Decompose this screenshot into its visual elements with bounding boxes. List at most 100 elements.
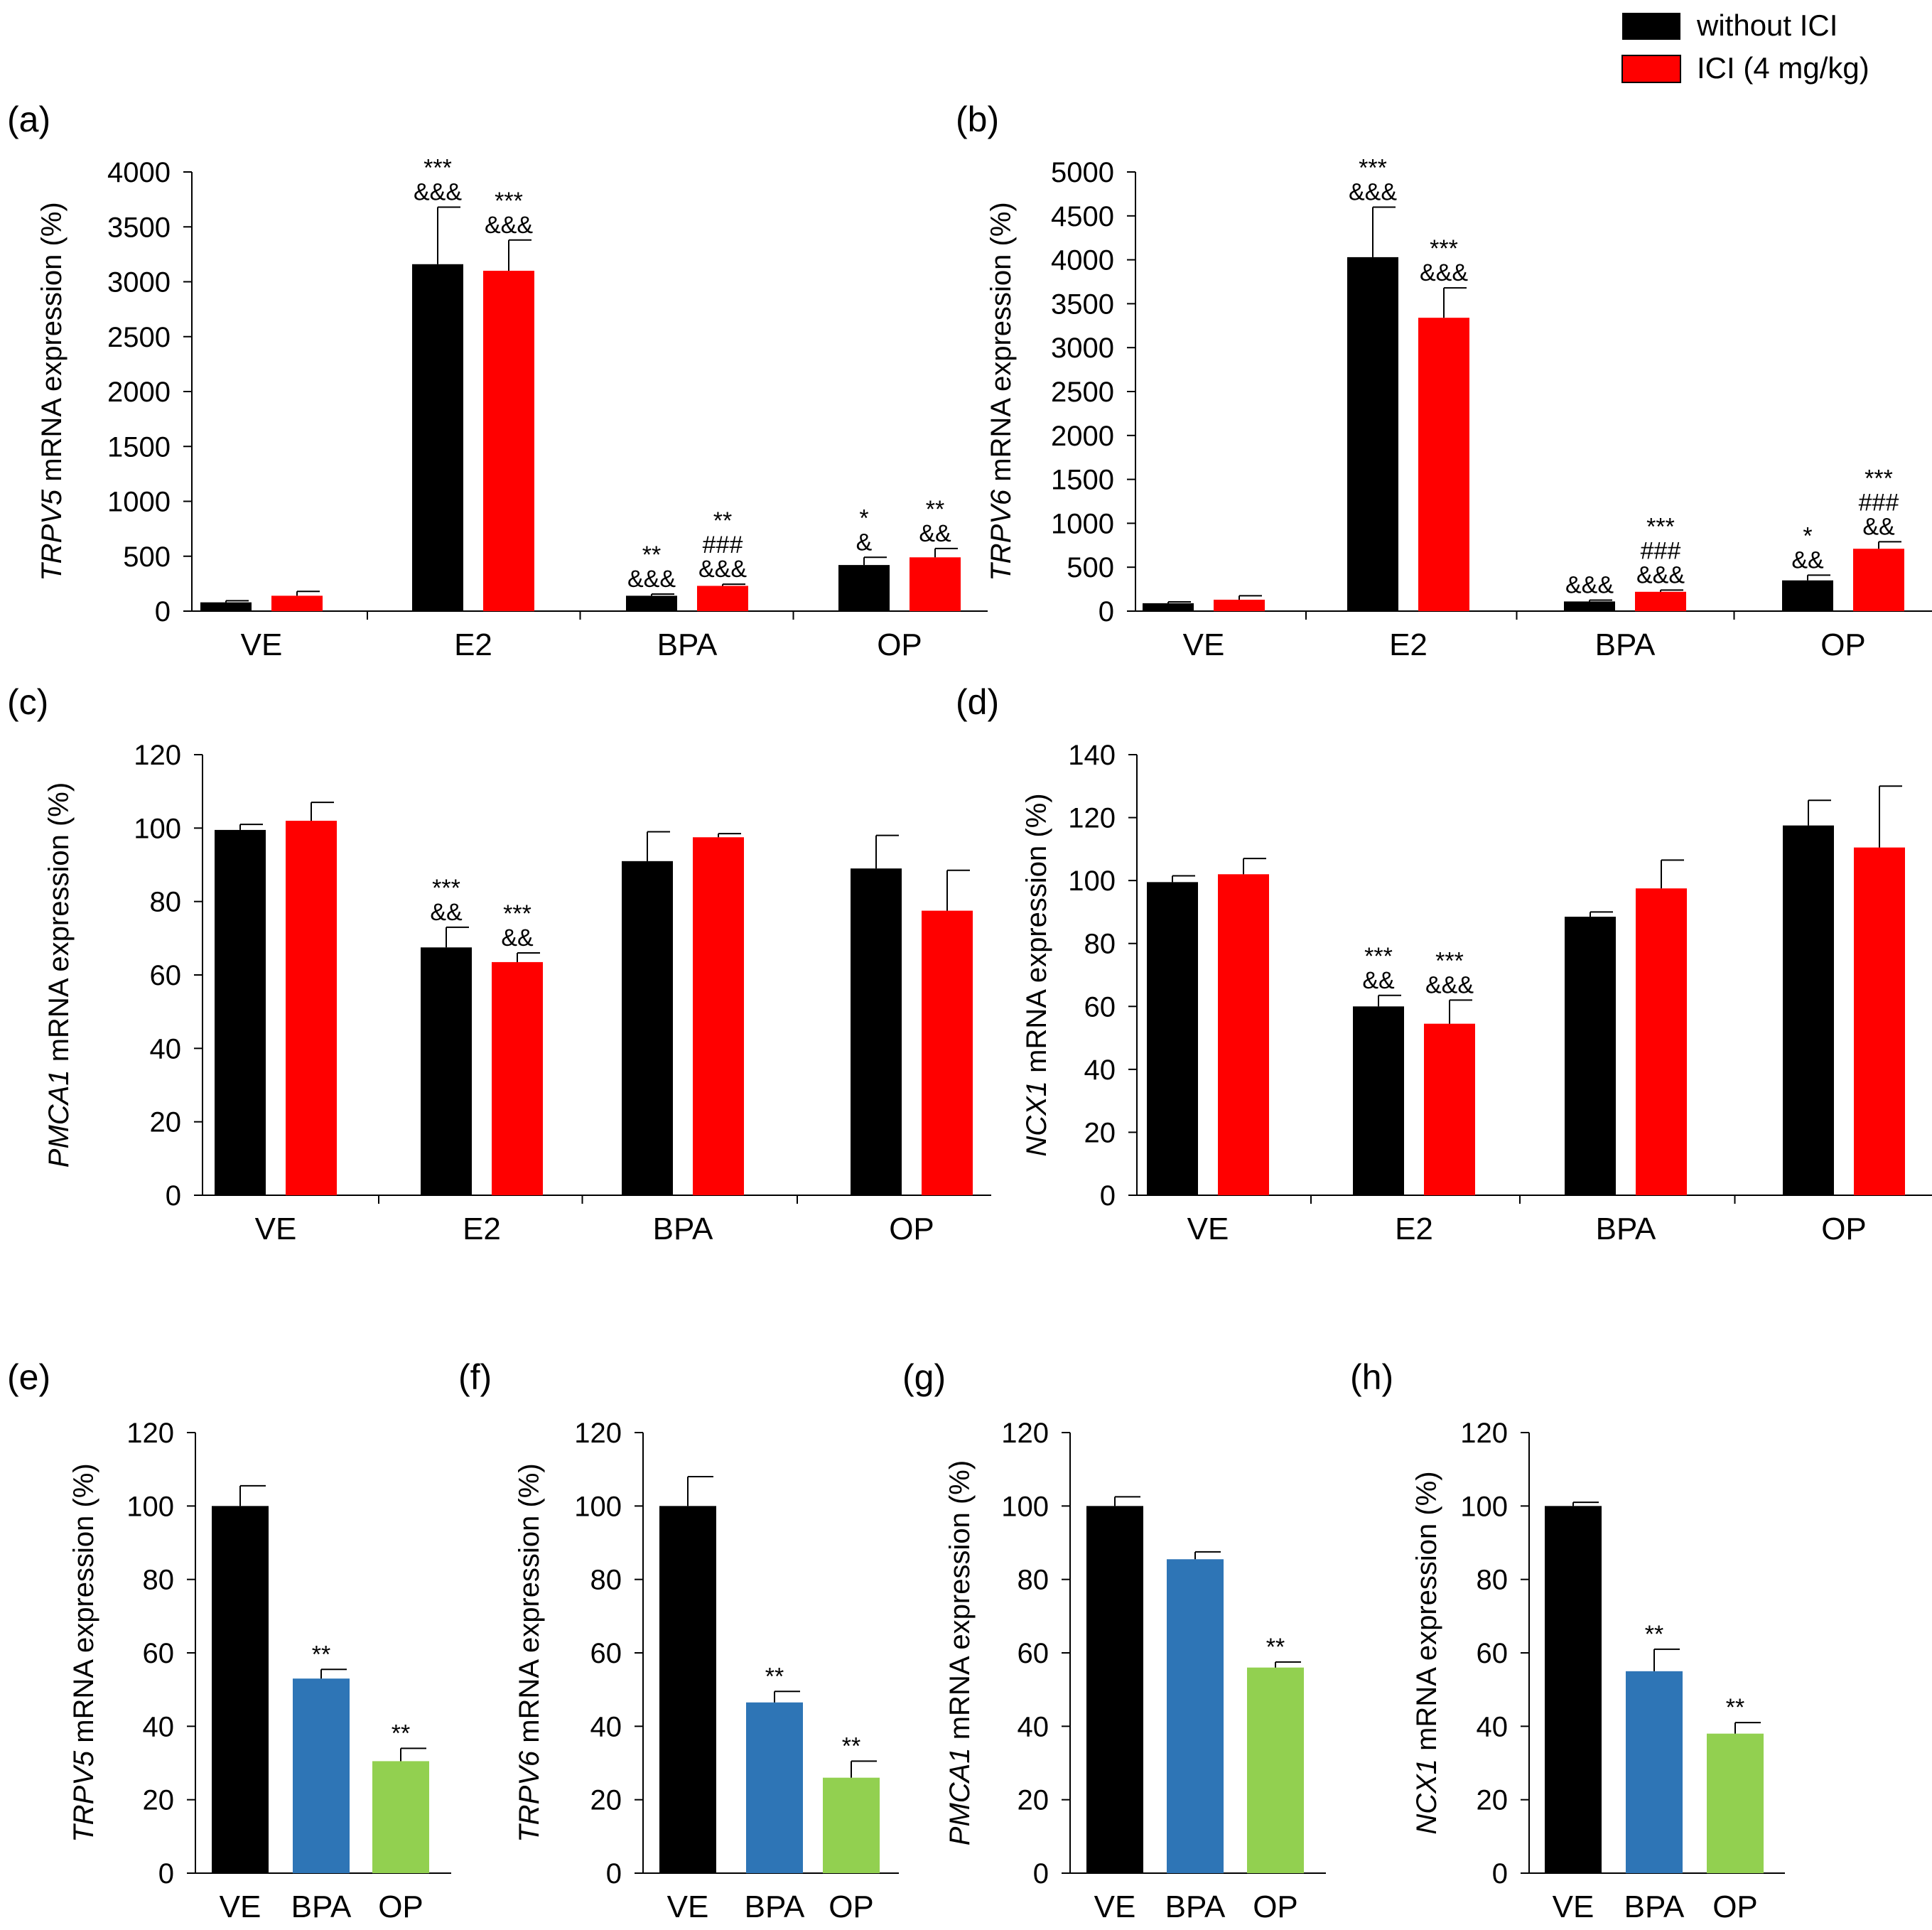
panel-c-bar-ici-4-mg-kg-e2 [492, 961, 543, 1195]
panel-h-ytick-label-80: 80 [1477, 1565, 1509, 1596]
panel-c-sig-ici-4-mg-kg-e2-1: && [501, 924, 534, 951]
chart-panels: (a)05001000150020002500300035004000TRPV5… [7, 99, 1932, 1924]
panel-b-ytick-label-3000: 3000 [1051, 333, 1114, 364]
panel-c: (c) 0 20 40 60 80 100 120 PMCA1 mRNA expression … [7, 682, 991, 1246]
panel-g-ylabel: PMCA1 mRNA expression (%) [944, 1460, 976, 1845]
panel-a-bar-ici-4-mg-kg-ve [271, 595, 323, 611]
panel-e-ytick-label-60: 60 [143, 1638, 175, 1669]
panel-g-ytick-label-100: 100 [1001, 1491, 1049, 1522]
panel-c-bar-ici-4-mg-kg-bpa [693, 837, 744, 1195]
panel-a-sig-ici-4-mg-kg-op-0: ** [926, 496, 944, 523]
panel-h-sig-op-0: ** [1726, 1694, 1744, 1721]
panel-e-ylabel-gene: TRPV5 [68, 1750, 99, 1843]
panel-a-category-bpa: BPA [657, 627, 718, 662]
panel-h-bar-ve [1545, 1506, 1602, 1873]
panel-e-ytick-label-40: 40 [143, 1711, 175, 1742]
panel-g-bar-op [1247, 1667, 1304, 1873]
panel-f-ylabel-text: mRNA expression (%) [514, 1463, 545, 1751]
panel-g-ytick-label-80: 80 [1018, 1565, 1049, 1596]
panel-b-ylabel: TRPV6 mRNA expression (%) [986, 202, 1017, 581]
panel-b-ytick-label-1500: 1500 [1051, 465, 1114, 496]
panel-h-ytick-label-60: 60 [1477, 1638, 1509, 1669]
panel-g-category-bpa: BPA [1165, 1889, 1226, 1924]
panel-f-bar-bpa [746, 1702, 803, 1873]
panel-d-ytick-label-140: 140 [1068, 740, 1116, 771]
panel-d-bar-without-ici-bpa [1565, 917, 1616, 1195]
panel-b-category-ve: VE [1183, 627, 1225, 662]
panel-e-category-bpa: BPA [291, 1889, 352, 1924]
panel-b-sig-ici-4-mg-kg-op-2: && [1862, 513, 1895, 540]
panel-f-ytick-label-60: 60 [590, 1638, 622, 1669]
panel-a-bar-ici-4-mg-kg-e2 [483, 271, 534, 611]
panel-g-ytick-label-0: 0 [1033, 1858, 1049, 1889]
panel-d-ytick-label-20: 20 [1084, 1117, 1116, 1148]
panel-d-ylabel-text: mRNA expression (%) [1021, 793, 1052, 1081]
panel-a-ytick-label-2000: 2000 [107, 377, 171, 408]
panel-h-ytick-label-100: 100 [1460, 1491, 1508, 1522]
panel-d-sig-ici-4-mg-kg-e2-1: &&& [1425, 971, 1474, 998]
panel-a-sig-ici-4-mg-kg-e2-0: *** [495, 188, 523, 215]
panel-b-ytick-label-1000: 1000 [1051, 508, 1114, 539]
panel-d-bar-ici-4-mg-kg-ve [1218, 874, 1269, 1195]
panel-h-label: (h) [1350, 1357, 1393, 1397]
panel-b-sig-ici-4-mg-kg-bpa-0: *** [1646, 513, 1675, 540]
panel-c-ylabel-gene: PMCA1 [43, 1069, 75, 1168]
panel-c-sig-ici-4-mg-kg-e2-0: *** [503, 900, 531, 927]
panel-c-ytick-label-100: 100 [134, 813, 181, 844]
panel-b: (b) 0 500 1000 1500 2000 2500 3000 3500 4000 4500 5… [956, 99, 1932, 662]
panel-d: (d) 0 20 40 60 80 100 120 140 NCX1 mRNA expressio… [956, 682, 1932, 1246]
panel-d-sig-without-ici-e2-1: && [1362, 967, 1395, 994]
panel-f-ytick-label-120: 120 [574, 1418, 622, 1449]
panel-e-bar-op [372, 1761, 429, 1873]
panel-b-bar-without-ici-bpa [1564, 601, 1615, 611]
panel-c-category-ve: VE [255, 1212, 297, 1246]
panel-h-ylabel-gene: NCX1 [1411, 1759, 1442, 1835]
panel-a-sig-without-ici-e2-1: &&& [414, 178, 462, 205]
legend-swatch-without-ici [1622, 13, 1680, 40]
panel-d-bar-ici-4-mg-kg-op [1854, 847, 1905, 1195]
panel-g-ylabel-gene: PMCA1 [944, 1747, 976, 1845]
panel-f-category-ve: VE [667, 1889, 709, 1924]
panel-d-bar-without-ici-op [1783, 825, 1834, 1195]
panel-d-bar-without-ici-e2 [1353, 1006, 1404, 1195]
panel-g-category-ve: VE [1094, 1889, 1136, 1924]
legend-label-ici: ICI (4 mg/kg) [1697, 51, 1869, 85]
panel-b-sig-ici-4-mg-kg-op-0: *** [1864, 465, 1893, 492]
panel-a-sig-without-ici-bpa-1: &&& [627, 566, 676, 593]
panel-c-ytick-label-60: 60 [150, 960, 182, 991]
panel-b-ytick-label-4500: 4500 [1051, 201, 1114, 232]
panel-f: (f) 0 20 40 60 80 100 120 TRPV6 mRNA expression … [458, 1357, 899, 1924]
panel-b-bar-ici-4-mg-kg-ve [1214, 599, 1265, 611]
panel-b-label: (b) [956, 99, 999, 139]
panel-a-ytick-label-3000: 3000 [107, 267, 171, 298]
panel-b-sig-without-ici-bpa-0: &&& [1565, 572, 1614, 599]
panel-b-ytick-label-2500: 2500 [1051, 377, 1114, 408]
panel-a-sig-ici-4-mg-kg-op-1: && [919, 520, 951, 547]
panel-e-sig-op-0: ** [392, 1720, 410, 1747]
panel-d-category-ve: VE [1187, 1212, 1229, 1246]
panel-b-ytick-label-5000: 5000 [1051, 157, 1114, 188]
panel-e-ytick-label-80: 80 [143, 1565, 175, 1596]
panel-h-category-bpa: BPA [1624, 1889, 1685, 1924]
panel-b-ylabel-gene: TRPV6 [986, 489, 1017, 581]
panel-a-bar-without-ici-op [838, 565, 890, 611]
panel-f-ytick-label-40: 40 [590, 1711, 622, 1742]
panel-c-sig-without-ici-e2-0: *** [432, 875, 460, 902]
panel-e-ytick-label-20: 20 [143, 1785, 175, 1816]
panel-d-ytick-label-100: 100 [1068, 866, 1116, 897]
panel-b-category-e2: E2 [1389, 627, 1428, 662]
panel-b-sig-ici-4-mg-kg-bpa-2: &&& [1636, 561, 1685, 588]
panel-f-label: (f) [458, 1357, 492, 1397]
panel-f-ylabel: TRPV6 mRNA expression (%) [514, 1463, 545, 1843]
panel-g-label: (g) [902, 1357, 946, 1397]
panel-d-category-bpa: BPA [1596, 1212, 1656, 1246]
panel-d-category-op: OP [1821, 1212, 1867, 1246]
panel-c-ytick-label-120: 120 [134, 740, 181, 771]
panel-b-sig-ici-4-mg-kg-op-1: ### [1859, 489, 1899, 516]
panel-b-bar-ici-4-mg-kg-op [1853, 549, 1904, 611]
panel-d-ylabel: NCX1 mRNA expression (%) [1021, 793, 1052, 1156]
panel-a-bar-without-ici-bpa [626, 595, 677, 611]
panel-a-ylabel-text: mRNA expression (%) [36, 202, 68, 490]
panel-e-sig-bpa-0: ** [312, 1641, 330, 1668]
panel-d-ytick-label-40: 40 [1084, 1055, 1116, 1086]
